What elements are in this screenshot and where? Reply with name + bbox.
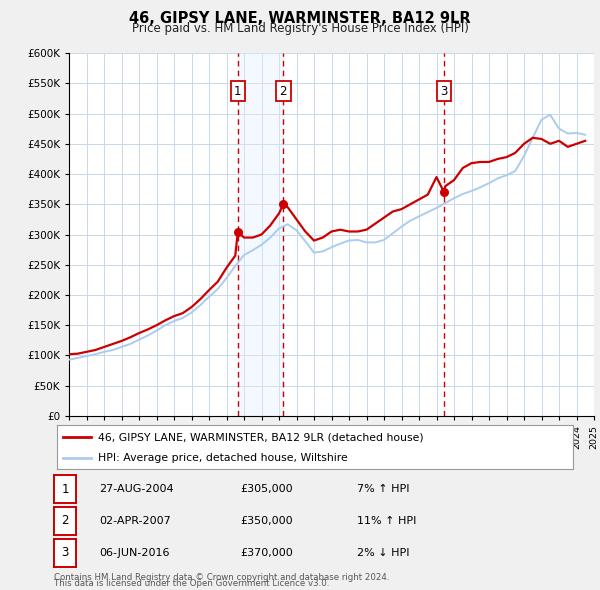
Text: 11% ↑ HPI: 11% ↑ HPI	[357, 516, 416, 526]
Text: £350,000: £350,000	[240, 516, 293, 526]
Text: 06-JUN-2016: 06-JUN-2016	[99, 548, 170, 558]
Text: 1: 1	[234, 85, 242, 98]
Text: 3: 3	[440, 85, 448, 98]
Text: 2: 2	[61, 514, 69, 527]
Text: £370,000: £370,000	[240, 548, 293, 558]
Text: 2% ↓ HPI: 2% ↓ HPI	[357, 548, 409, 558]
Text: Price paid vs. HM Land Registry's House Price Index (HPI): Price paid vs. HM Land Registry's House …	[131, 22, 469, 35]
Text: 46, GIPSY LANE, WARMINSTER, BA12 9LR (detached house): 46, GIPSY LANE, WARMINSTER, BA12 9LR (de…	[98, 432, 424, 442]
Text: 3: 3	[61, 546, 69, 559]
Text: 1: 1	[61, 483, 69, 496]
Text: 46, GIPSY LANE, WARMINSTER, BA12 9LR: 46, GIPSY LANE, WARMINSTER, BA12 9LR	[129, 11, 471, 25]
Text: 7% ↑ HPI: 7% ↑ HPI	[357, 484, 409, 494]
Text: This data is licensed under the Open Government Licence v3.0.: This data is licensed under the Open Gov…	[54, 579, 329, 588]
Text: Contains HM Land Registry data © Crown copyright and database right 2024.: Contains HM Land Registry data © Crown c…	[54, 573, 389, 582]
Text: £305,000: £305,000	[240, 484, 293, 494]
Bar	[238, 53, 283, 416]
Text: HPI: Average price, detached house, Wiltshire: HPI: Average price, detached house, Wilt…	[98, 453, 348, 463]
Text: 2: 2	[280, 85, 287, 98]
Text: 27-AUG-2004: 27-AUG-2004	[99, 484, 173, 494]
Text: 02-APR-2007: 02-APR-2007	[99, 516, 171, 526]
